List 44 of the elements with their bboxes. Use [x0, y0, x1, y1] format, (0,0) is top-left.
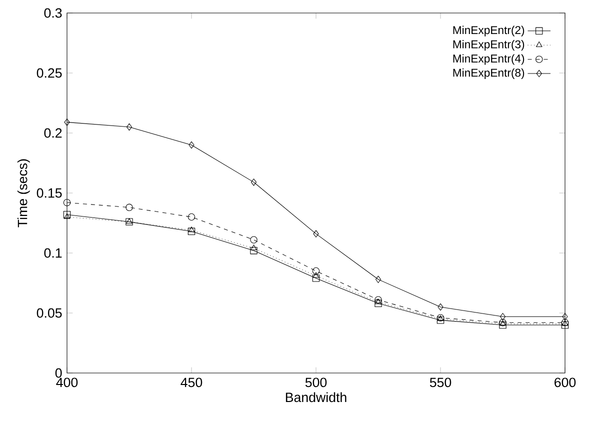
point: [188, 228, 196, 236]
legend-label: MinExpEntr(3): [453, 40, 524, 51]
point: [250, 244, 257, 250]
point: [250, 246, 258, 254]
point: [500, 312, 506, 320]
point: [64, 118, 70, 126]
y-axis-title: Time (secs): [17, 159, 30, 228]
point: [188, 226, 195, 232]
y-tick-label: 0: [55, 368, 62, 378]
legend-label: MinExpEntr(8): [453, 68, 524, 79]
point: [374, 296, 382, 304]
point: [250, 236, 258, 244]
point: [312, 272, 320, 278]
x-tick-label: 550: [430, 378, 452, 388]
point: [312, 267, 320, 275]
point: [312, 274, 320, 282]
point: [499, 321, 506, 329]
point: [250, 178, 257, 186]
point: [375, 298, 382, 304]
point: [313, 230, 319, 238]
legend-label: MinExpEntr(2): [453, 26, 524, 36]
x-tick-label: 600: [554, 378, 576, 388]
point: [562, 312, 568, 320]
x-axis-title: Bandwidth: [286, 392, 346, 402]
point: [561, 321, 569, 329]
point: [374, 300, 382, 307]
point: [126, 204, 133, 212]
point: [126, 123, 132, 131]
x-tick-label: 450: [180, 378, 202, 388]
y-tick-label: 0.1: [44, 248, 62, 258]
point: [438, 303, 444, 311]
point: [63, 199, 71, 206]
legend-label: MinExpEntr(4): [453, 54, 524, 65]
y-tick-label: 0.2: [44, 128, 62, 138]
y-tick-label: 0.3: [44, 8, 62, 18]
y-tick-label: 0.15: [36, 188, 62, 198]
y-tick-label: 0.25: [36, 68, 62, 78]
point: [436, 316, 444, 324]
x-tick-label: 500: [305, 378, 327, 388]
y-tick-label: 0.05: [36, 308, 62, 318]
x-tick-label: 400: [56, 378, 78, 388]
point: [188, 213, 196, 221]
point: [188, 141, 194, 149]
point: [375, 276, 382, 283]
